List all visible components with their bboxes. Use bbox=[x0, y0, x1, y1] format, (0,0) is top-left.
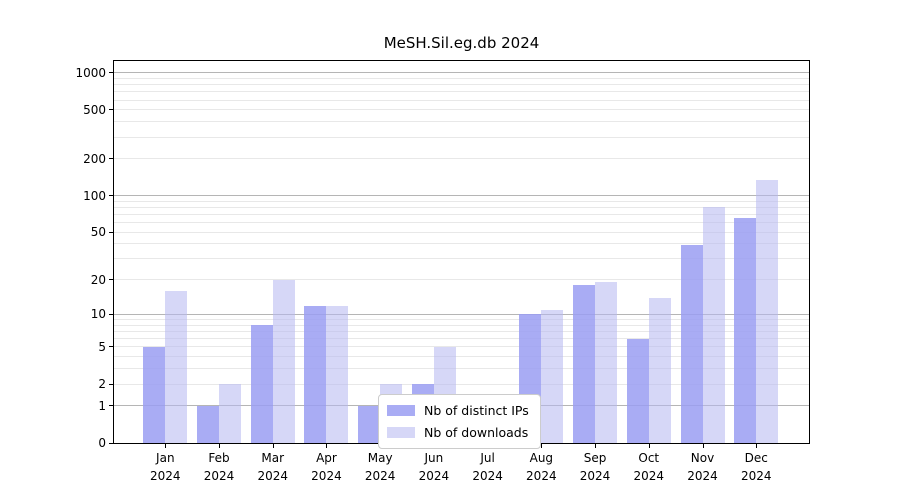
y-axis-tick-label: 2 bbox=[98, 377, 106, 392]
y-axis-tick-label: 200 bbox=[83, 151, 106, 166]
y-axis-tick bbox=[109, 158, 113, 160]
bar-distinct-ips-may bbox=[358, 405, 381, 443]
gridline-minor bbox=[113, 109, 810, 111]
bar-distinct-ips-mar bbox=[250, 325, 273, 443]
x-axis-tick-label: Jul 2024 bbox=[472, 451, 503, 483]
y-axis-tick bbox=[109, 405, 113, 407]
gridline-minor bbox=[113, 136, 810, 138]
x-axis-tick bbox=[702, 444, 704, 448]
x-axis-tick-label: Aug 2024 bbox=[526, 451, 557, 483]
y-axis-tick-label: 1000 bbox=[75, 65, 106, 80]
legend: Nb of distinct IPs Nb of downloads bbox=[378, 394, 541, 449]
legend-swatch-downloads bbox=[387, 427, 415, 438]
x-axis-tick bbox=[272, 444, 274, 448]
x-axis-tick-label: Nov 2024 bbox=[687, 451, 718, 483]
bar-downloads-dec bbox=[756, 179, 779, 443]
x-axis-tick bbox=[648, 444, 650, 448]
x-axis-tick bbox=[219, 444, 221, 448]
legend-label-distinct-ips: Nb of distinct IPs bbox=[424, 403, 529, 418]
gridline-minor bbox=[113, 158, 810, 160]
legend-swatch-ips bbox=[387, 405, 415, 416]
gridline-minor bbox=[113, 91, 810, 93]
bar-downloads-apr bbox=[326, 305, 349, 443]
y-axis-tick-label: 20 bbox=[90, 272, 106, 287]
x-axis-tick-label: Jun 2024 bbox=[418, 451, 450, 483]
bar-downloads-sep bbox=[595, 282, 618, 443]
legend-item-distinct-ips: Nb of distinct IPs bbox=[387, 401, 529, 420]
legend-label-downloads: Nb of downloads bbox=[424, 425, 529, 440]
bar-downloads-mar bbox=[272, 279, 295, 443]
chart-title: MeSH.Sil.eg.db 2024 bbox=[383, 34, 540, 52]
y-axis-tick bbox=[109, 72, 113, 74]
gridline-minor bbox=[113, 200, 810, 202]
y-axis-tick-label: 0 bbox=[98, 436, 106, 450]
gridline-major bbox=[113, 195, 810, 197]
y-axis-tick-label: 500 bbox=[83, 102, 106, 117]
bar-downloads-jan bbox=[165, 291, 188, 443]
y-axis-tick bbox=[109, 313, 113, 315]
x-axis-tick bbox=[165, 444, 167, 448]
bar-distinct-ips-dec bbox=[734, 218, 757, 443]
bar-downloads-nov bbox=[702, 207, 725, 443]
bar-downloads-aug bbox=[541, 309, 564, 443]
y-axis-tick-label: 100 bbox=[83, 188, 106, 203]
y-axis-tick-label: 10 bbox=[90, 307, 106, 322]
gridline-minor bbox=[113, 121, 810, 123]
x-axis-tick-label: Dec 2024 bbox=[740, 451, 772, 483]
bar-downloads-feb bbox=[219, 384, 242, 443]
x-axis-tick bbox=[541, 444, 543, 448]
x-axis-tick-label: Sep 2024 bbox=[579, 451, 611, 483]
x-axis-tick-label: Apr 2024 bbox=[311, 451, 342, 483]
y-axis-tick-label: 5 bbox=[98, 339, 106, 354]
gridline-minor bbox=[113, 77, 810, 79]
bar-downloads-oct bbox=[648, 297, 671, 443]
x-axis-tick-label: Oct 2024 bbox=[633, 451, 665, 483]
bar-distinct-ips-apr bbox=[304, 305, 327, 443]
y-axis-tick bbox=[109, 279, 113, 281]
bar-distinct-ips-nov bbox=[680, 245, 703, 443]
gridline-major bbox=[113, 72, 810, 74]
x-axis-tick-label: Jan 2024 bbox=[150, 451, 181, 483]
y-axis-tick-label: 50 bbox=[90, 225, 106, 240]
bar-distinct-ips-feb bbox=[197, 405, 220, 443]
x-axis-tick-label: May 2024 bbox=[364, 451, 396, 483]
x-axis-tick-label: Feb 2024 bbox=[203, 451, 235, 483]
bar-distinct-ips-sep bbox=[573, 285, 596, 443]
y-axis-tick bbox=[109, 383, 113, 385]
gridline-minor bbox=[113, 84, 810, 86]
y-axis-tick bbox=[109, 195, 113, 197]
y-axis-tick bbox=[109, 442, 113, 444]
y-axis-tick-label: 1 bbox=[98, 398, 106, 413]
gridline-minor bbox=[113, 99, 810, 101]
y-axis-tick bbox=[109, 231, 113, 233]
y-axis-tick bbox=[109, 109, 113, 111]
x-axis-tick-label: Mar 2024 bbox=[257, 451, 288, 483]
legend-item-downloads: Nb of downloads bbox=[387, 423, 529, 442]
x-axis-tick bbox=[595, 444, 597, 448]
bar-distinct-ips-jan bbox=[143, 346, 166, 443]
bar-distinct-ips-oct bbox=[626, 338, 649, 443]
y-axis-tick bbox=[109, 346, 113, 348]
x-axis-tick bbox=[756, 444, 758, 448]
x-axis-tick bbox=[326, 444, 328, 448]
